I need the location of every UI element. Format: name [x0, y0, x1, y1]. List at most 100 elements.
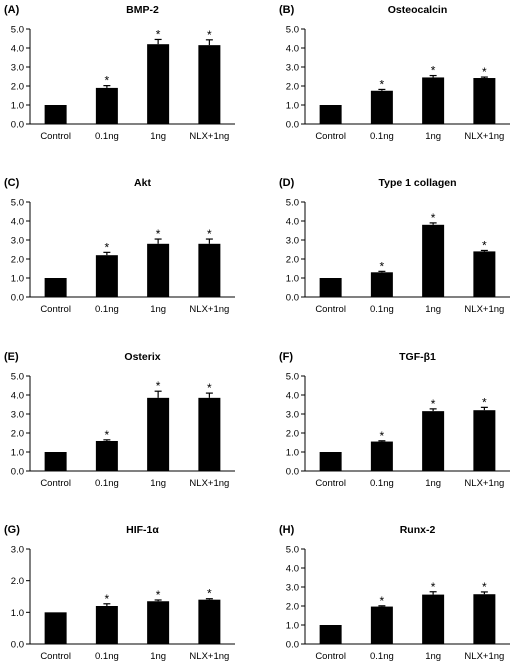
bar	[473, 594, 496, 644]
significance-marker: *	[207, 227, 212, 241]
y-tick-label: 2.0	[286, 255, 299, 266]
bar	[198, 45, 221, 124]
panel-label: (F)	[279, 351, 293, 363]
bar	[147, 44, 170, 125]
x-tick-label: Control	[315, 651, 346, 662]
y-tick-label: 3.0	[11, 63, 24, 74]
y-tick-label: 4.0	[11, 44, 24, 55]
bar	[147, 397, 170, 471]
significance-marker: *	[105, 428, 110, 442]
y-tick-label: 0.0	[11, 293, 24, 304]
bar	[370, 90, 393, 124]
y-tick-label: 4.0	[11, 217, 24, 228]
y-tick-label: 0.0	[11, 120, 24, 131]
chart-title: BMP-2	[126, 4, 159, 16]
significance-marker: *	[482, 395, 487, 409]
chart-panel: (C) Akt 0.0 1.0 2.0 3.0 4.0 5.0 Control * 0.1ng * 1n…	[4, 177, 235, 315]
y-tick-label: 2.0	[286, 602, 299, 613]
bar	[147, 601, 170, 644]
panel-label: (A)	[4, 4, 20, 16]
panel-label: (C)	[4, 177, 20, 189]
y-tick-label: 3.0	[286, 63, 299, 74]
y-tick-label: 4.0	[286, 44, 299, 55]
chart-panel: (D) Type 1 collagen 0.0 1.0 2.0 3.0 4.0 5.0 Cont…	[279, 177, 510, 315]
y-tick-label: 5.0	[286, 545, 299, 556]
y-tick-label: 1.0	[11, 274, 24, 285]
bar	[370, 606, 393, 644]
chart-title: HIF-1α	[126, 524, 159, 536]
x-tick-label: Control	[40, 304, 71, 315]
x-tick-label: NLX+1ng	[464, 131, 504, 142]
significance-marker: *	[431, 64, 436, 78]
y-tick-label: 1.0	[286, 274, 299, 285]
chart-title: Type 1 collagen	[379, 177, 457, 189]
y-tick-label: 3.0	[11, 410, 24, 421]
significance-marker: *	[482, 580, 487, 594]
y-tick-label: 5.0	[11, 198, 24, 209]
significance-marker: *	[156, 588, 161, 602]
y-tick-label: 0.0	[286, 467, 299, 478]
x-tick-label: 1ng	[150, 651, 166, 662]
significance-marker: *	[207, 381, 212, 395]
bar	[95, 87, 118, 124]
y-tick-label: 4.0	[286, 217, 299, 228]
x-tick-label: Control	[315, 304, 346, 315]
x-tick-label: NLX+1ng	[464, 478, 504, 489]
x-tick-label: NLX+1ng	[189, 651, 229, 662]
y-tick-label: 0.0	[11, 640, 24, 651]
y-tick-label: 5.0	[11, 372, 24, 383]
bar	[422, 77, 445, 124]
x-tick-label: Control	[40, 651, 71, 662]
significance-marker: *	[156, 227, 161, 241]
bar	[198, 243, 221, 297]
y-tick-label: 2.0	[11, 429, 24, 440]
panel-label: (G)	[4, 524, 20, 536]
y-tick-label: 5.0	[286, 25, 299, 36]
significance-marker: *	[156, 379, 161, 393]
x-tick-label: 0.1ng	[370, 478, 394, 489]
bar	[319, 625, 342, 644]
chart-panel: (G) HIF-1α 0.0 1.0 2.0 3.0 Control * 0.1ng * 1ng * N…	[4, 524, 235, 662]
x-tick-label: 0.1ng	[370, 304, 394, 315]
chart-title: Osterix	[124, 351, 160, 363]
bar	[95, 606, 118, 644]
x-tick-label: Control	[315, 131, 346, 142]
x-tick-label: 1ng	[425, 131, 441, 142]
x-tick-label: 1ng	[150, 131, 166, 142]
chart-title: Akt	[134, 177, 151, 189]
x-tick-label: NLX+1ng	[464, 651, 504, 662]
y-tick-label: 3.0	[286, 583, 299, 594]
x-tick-label: Control	[40, 131, 71, 142]
significance-marker: *	[380, 594, 385, 608]
bar	[319, 105, 342, 124]
x-tick-label: 1ng	[425, 478, 441, 489]
chart-title: TGF-β1	[399, 351, 436, 363]
y-tick-label: 1.0	[11, 448, 24, 459]
y-tick-label: 1.0	[286, 621, 299, 632]
y-tick-label: 1.0	[11, 101, 24, 112]
significance-marker: *	[105, 240, 110, 254]
x-tick-label: NLX+1ng	[464, 304, 504, 315]
bar	[44, 278, 67, 297]
panel-label: (H)	[279, 524, 295, 536]
significance-marker: *	[207, 587, 212, 601]
y-tick-label: 2.0	[11, 255, 24, 266]
bar	[44, 105, 67, 124]
y-tick-label: 0.0	[286, 120, 299, 131]
y-tick-label: 5.0	[286, 372, 299, 383]
y-tick-label: 0.0	[286, 293, 299, 304]
y-tick-label: 2.0	[286, 429, 299, 440]
x-tick-label: 0.1ng	[370, 131, 394, 142]
panel-label: (B)	[279, 4, 295, 16]
bar	[319, 278, 342, 297]
chart-panel: (E) Osterix 0.0 1.0 2.0 3.0 4.0 5.0 Control * 0.1n…	[4, 351, 235, 489]
y-tick-label: 4.0	[286, 391, 299, 402]
x-tick-label: 1ng	[425, 304, 441, 315]
significance-marker: *	[380, 429, 385, 443]
significance-marker: *	[482, 65, 487, 79]
x-tick-label: 1ng	[425, 651, 441, 662]
bar	[198, 397, 221, 471]
bar	[147, 243, 170, 297]
significance-marker: *	[105, 74, 110, 88]
